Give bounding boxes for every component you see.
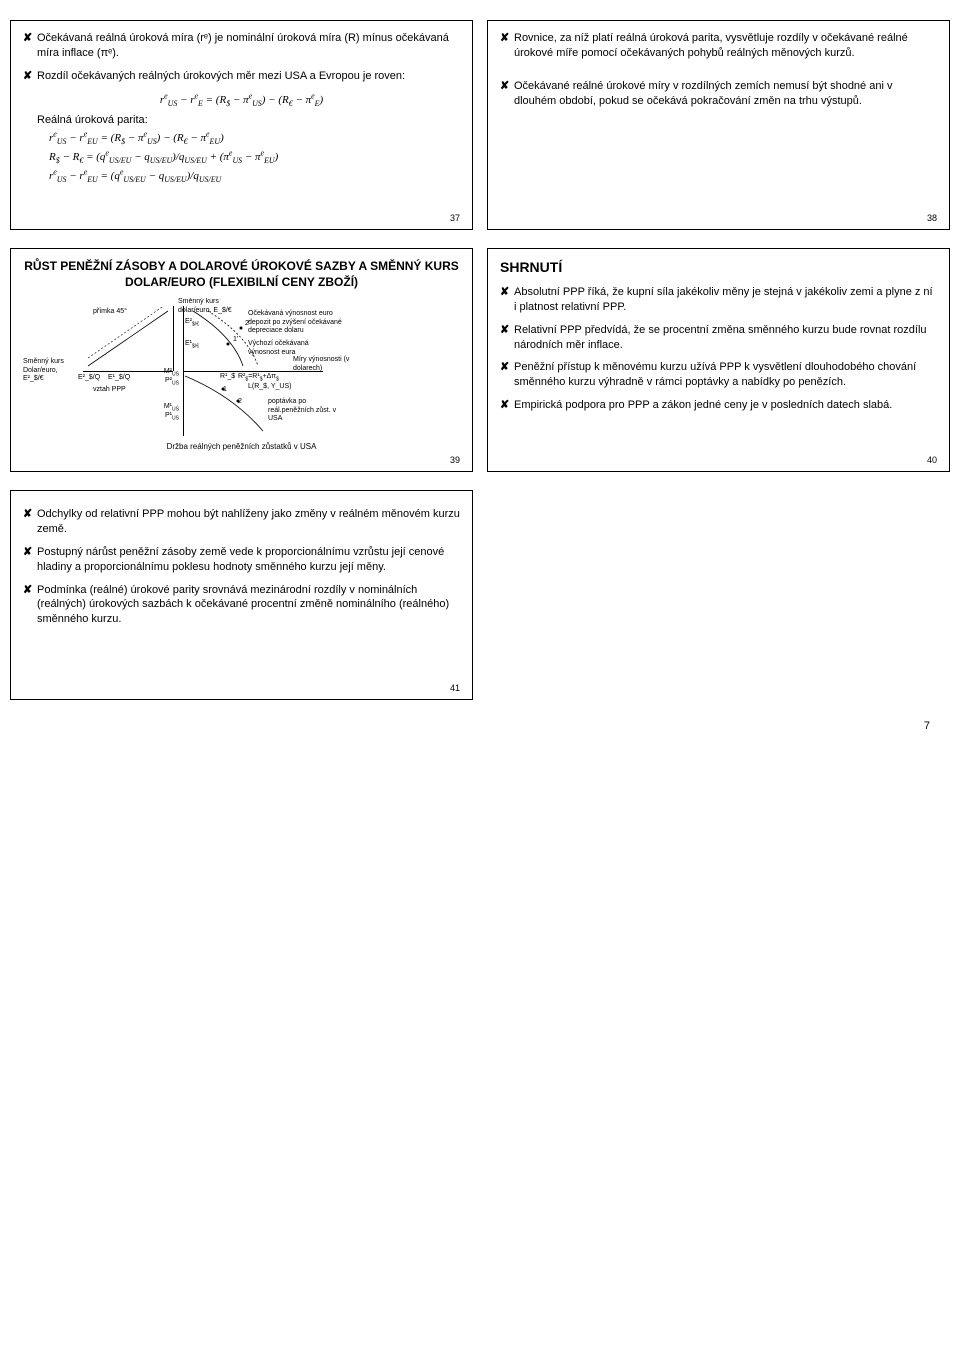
point-label: 1' [233,336,238,344]
slide-37: ✘ Očekávaná reálná úroková míra (rᵉ) je … [10,20,473,230]
annotation: Míry výnosnosti (v dolarech) [293,356,353,373]
label-ppp: vztah PPP [93,386,126,394]
axis-tick: R¹_$ [220,373,235,381]
slide-number: 40 [500,455,937,465]
bullet: ✘ Rozdíl očekávaných reálných úrokových … [23,69,460,84]
axis-tick: E²_$/Q [78,374,100,382]
point-label: 2 [238,398,242,406]
y-axis-label: Směnný kurs Dolar/euro, E²_$/€ [23,358,75,383]
bullet: ✘ Očekávaná reálná úroková míra (rᵉ) je … [23,31,460,61]
bullet-marker: ✘ [500,79,514,109]
formula: R$ − R€ = (qeUS/EU − qUS/EU)/qUS/EU + (π… [49,149,460,166]
diagram-footer: Držba reálných peněžních zůstatků v USA [23,442,460,451]
slide-title: SHRNUTÍ [500,259,937,275]
slide-grid: ✘ Očekávaná reálná úroková míra (rᵉ) je … [10,20,950,700]
bullet-marker: ✘ [500,31,514,61]
slide-number: 38 [500,213,937,223]
slide-number: 39 [23,455,460,465]
bullet: ✘ Absolutní PPP říká, že kupní síla jaké… [500,285,937,315]
bullet-text: Očekávaná reálná úroková míra (rᵉ) je no… [37,31,460,61]
axis-tick: E¹_$/Q [108,374,130,382]
subheading: Reálná úroková parita: [37,114,460,126]
empty-cell [487,490,950,700]
point-label: 1 [223,386,227,394]
slide-39: RŮST PENĚŽNÍ ZÁSOBY A DOLAROVÉ ÚROKOVÉ S… [10,248,473,472]
bullet-marker: ✘ [23,69,37,84]
label: M¹USP¹US [151,403,179,420]
bullet: ✘ Empirická podpora pro PPP a zákon jedn… [500,398,937,413]
bullet: ✘ Očekávané reálné úrokové míry v rozdíl… [500,79,937,109]
formula: reUS − reEU = (R$ − πeUS) − (R€ − πeEU) [49,130,460,147]
annotation: Očekávaná výnosnost euro depozit po zvýš… [248,310,343,335]
slide-40: SHRNUTÍ ✘ Absolutní PPP říká, že kupní s… [487,248,950,472]
slide-41: ✘ Odchylky od relativní PPP mohou být na… [10,490,473,700]
bullet-marker: ✘ [23,31,37,61]
formula: reUS − reEU = (qeUS/EU − qUS/EU)/qUS/EU [49,168,460,185]
label: L(R_$, Y_US) [248,383,291,391]
axis-tick: R²$=R¹$+Δπ$ [238,373,298,381]
bullet-text: Očekávané reálné úrokové míry v rozdílný… [514,79,937,109]
bullet: ✘ Postupný nárůst peněžní zásoby země ve… [23,545,460,575]
slide-number: 41 [23,683,460,693]
bullet: ✘ Odchylky od relativní PPP mohou být na… [23,507,460,537]
slide-38: ✘ Rovnice, za níž platí reálná úroková p… [487,20,950,230]
bullet: ✘ Peněžní přístup k měnovému kurzu užívá… [500,360,937,390]
bullet-text: Rozdíl očekávaných reálných úrokových mě… [37,69,460,84]
label: M²USP²US [151,368,179,385]
diagram: Směnný kurs Dolar/euro, E²_$/€ přímka 45… [23,298,460,438]
page-number: 7 [10,700,950,732]
point-label: 2' [245,320,250,328]
bullet-text: Rovnice, za níž platí reálná úroková par… [514,31,937,61]
formula: reUS − reE = (R$ − πeUS) − (R€ − πeE) [23,92,460,109]
bullet: ✘ Podmínka (reálné) úrokové parity srovn… [23,583,460,628]
annotation: poptávka po reál.peněžních zůst. v USA [268,398,338,423]
bullet: ✘ Relativní PPP předvídá, že se procentn… [500,323,937,353]
slide-title: RŮST PENĚŽNÍ ZÁSOBY A DOLAROVÉ ÚROKOVÉ S… [23,259,460,290]
slide-number: 37 [23,213,460,223]
bullet: ✘ Rovnice, za níž platí reálná úroková p… [500,31,937,61]
annotation: Výchozí očekávaná výnosnost eura [248,340,328,357]
